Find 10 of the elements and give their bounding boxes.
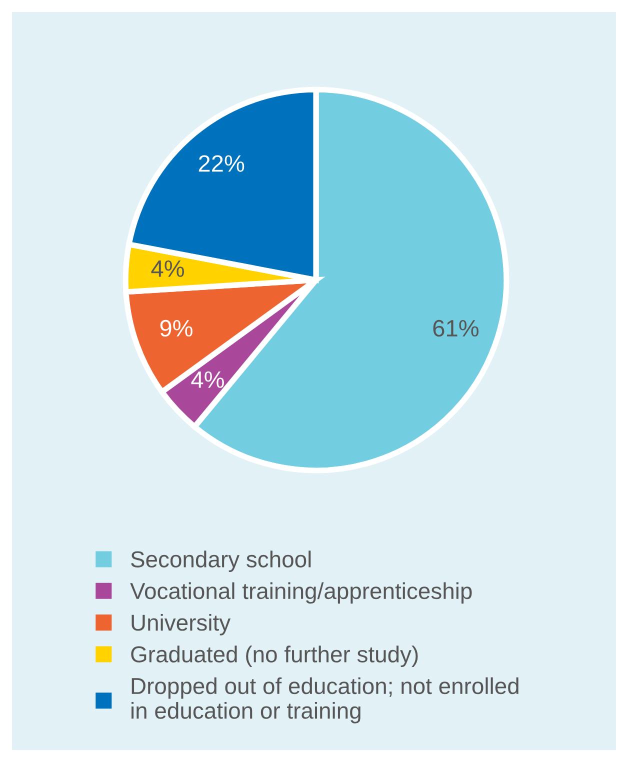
data-label: 4% — [151, 260, 184, 277]
data-label: 61% — [433, 320, 479, 337]
legend-label: Secondary school — [131, 550, 311, 572]
data-label: 4% — [191, 371, 224, 388]
legend-label: Dropped out of education; not enrolled in education or training — [132, 677, 518, 724]
legend-label: Graduated (no further study) — [131, 646, 418, 668]
legend-label: University — [132, 614, 231, 636]
legend-label: Vocational training/apprenticeship — [130, 582, 472, 604]
data-label: 9% — [160, 320, 192, 337]
data-label: 22% — [198, 155, 244, 172]
